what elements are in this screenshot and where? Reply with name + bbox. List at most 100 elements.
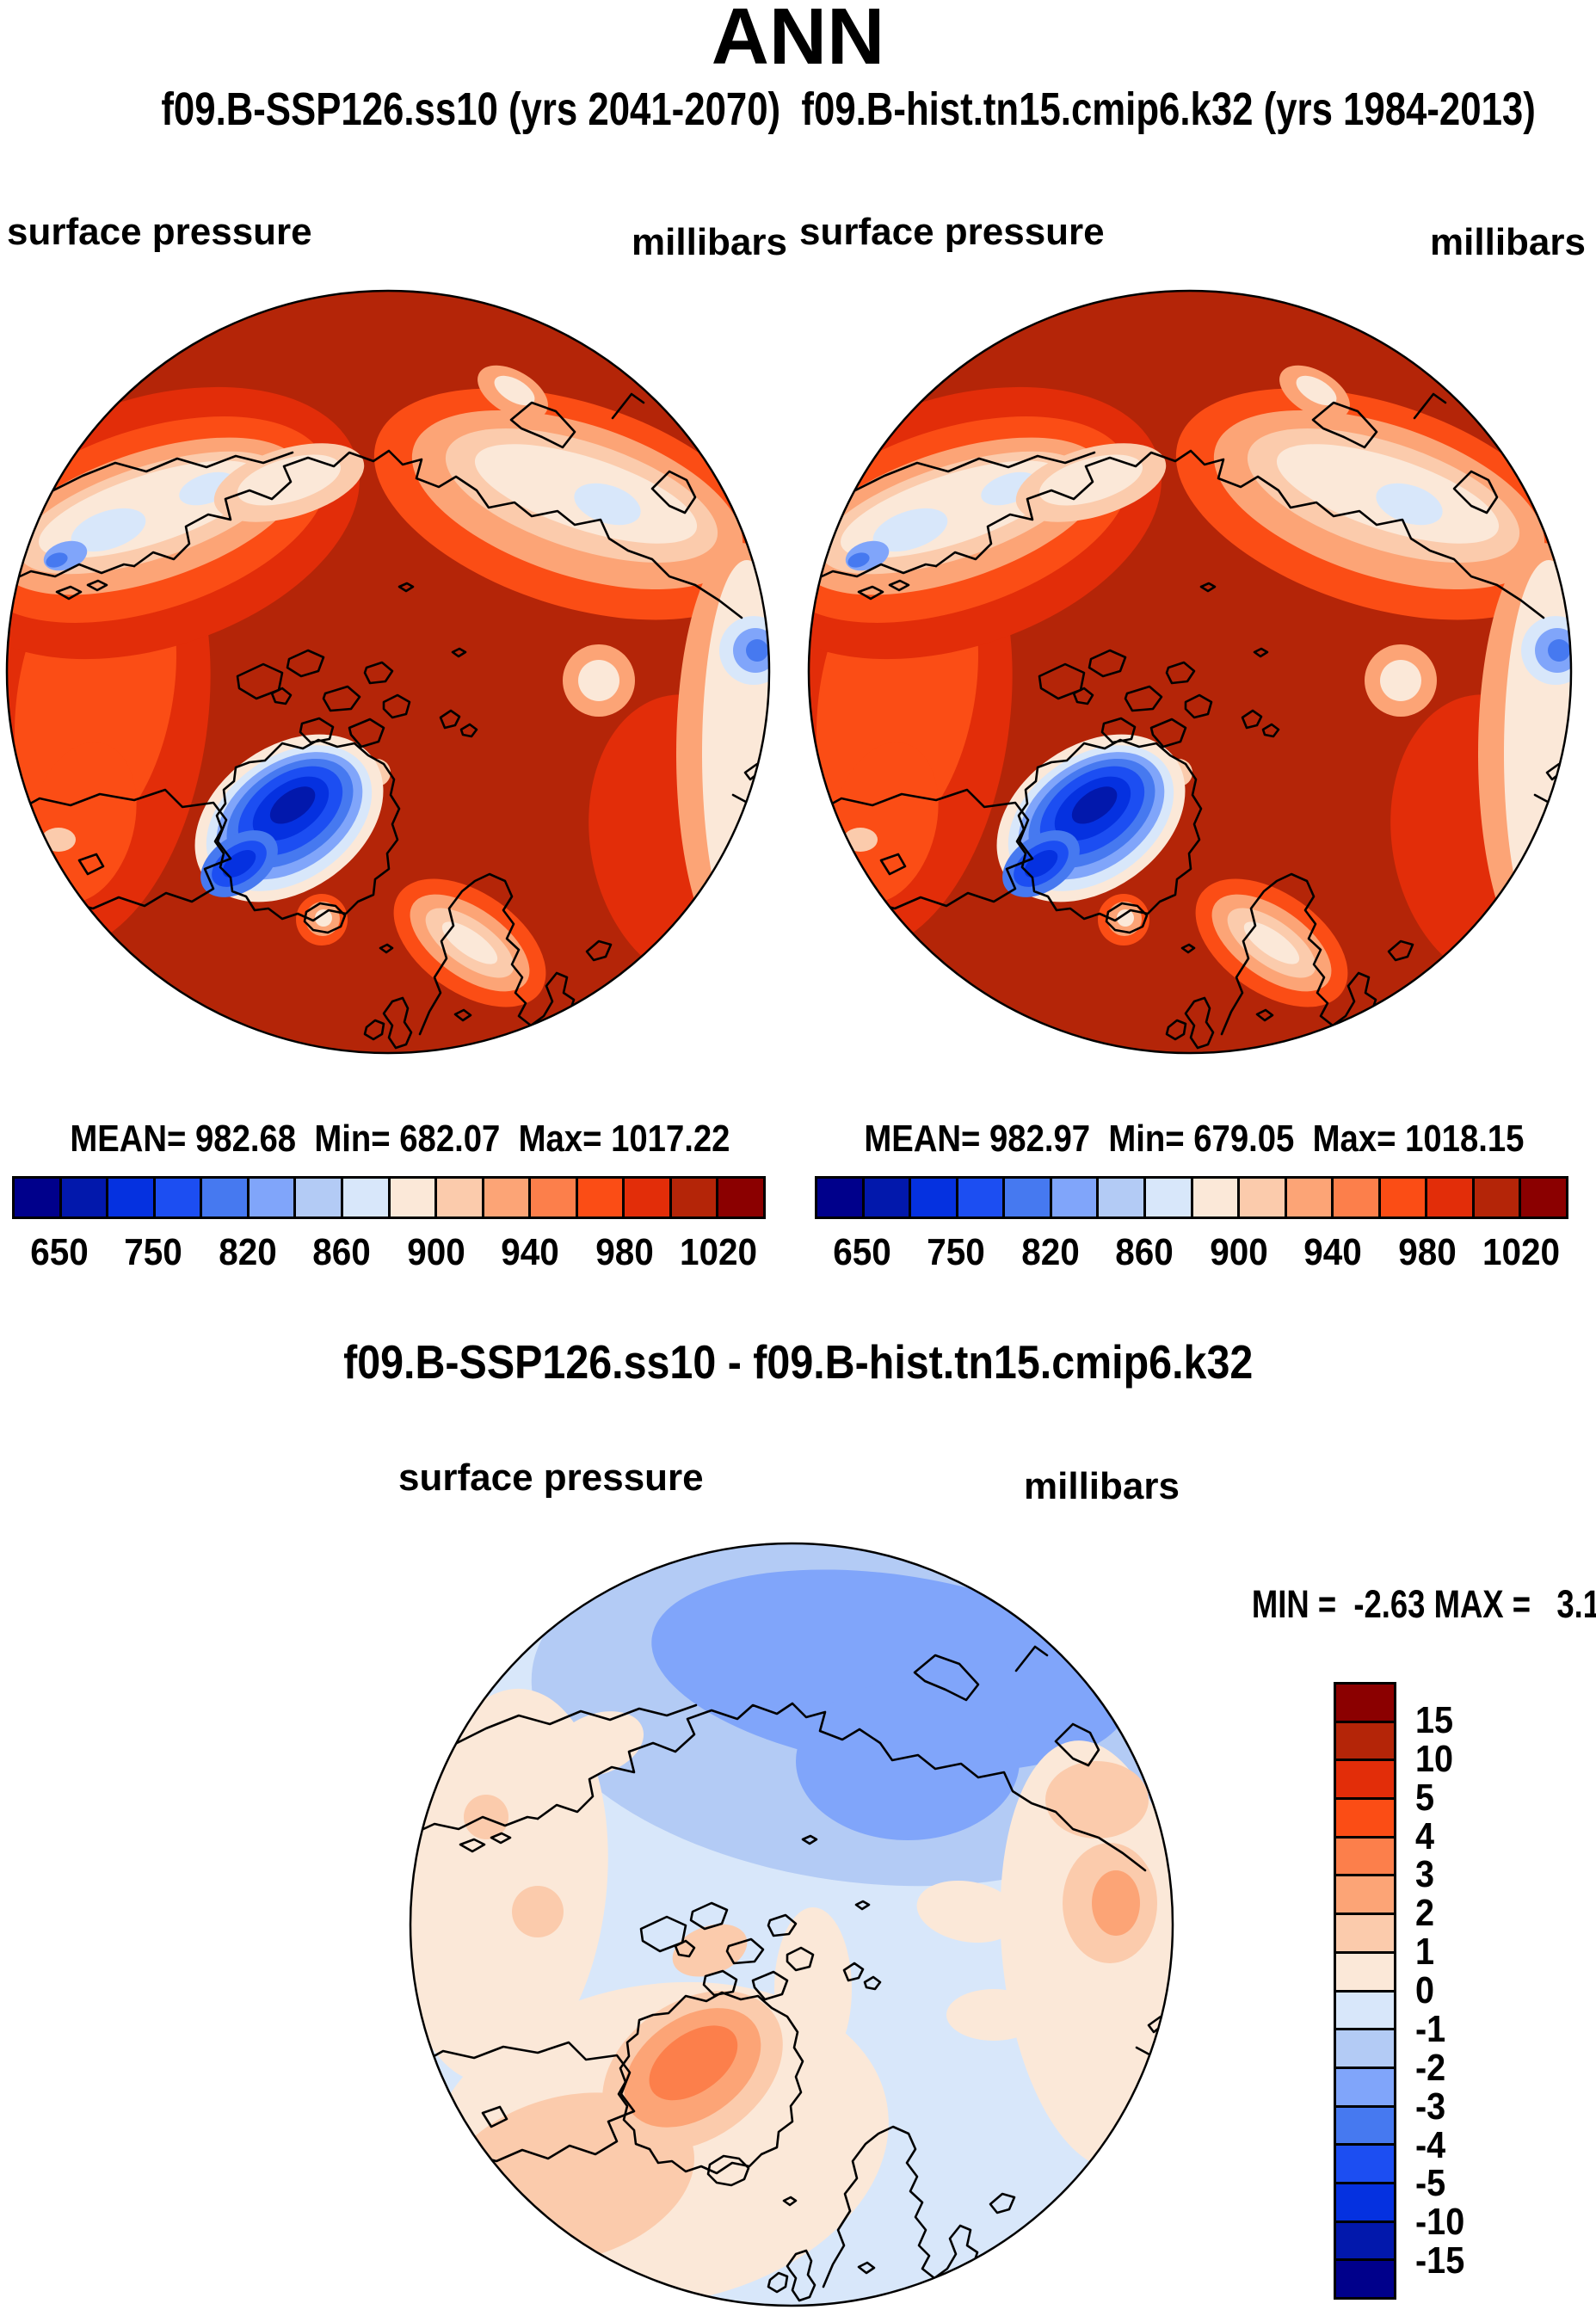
colorbar-tick-label: 940 — [1303, 1231, 1363, 1273]
colorbar-diff-tick-label: -3 — [1415, 2085, 1446, 2128]
colorbar-cell — [1049, 1176, 1100, 1219]
colorbar-cell — [1334, 1835, 1396, 1877]
colorbar-left-cells — [12, 1176, 766, 1219]
colorbar-cell — [200, 1176, 250, 1219]
colorbar-diff-tick-label: -1 — [1415, 2007, 1446, 2050]
colorbar-diff-tick-label: 1 — [1415, 1931, 1435, 1974]
diff-title-text: f09.B-SSP126.ss10 - f09.B-hist.tn15.cmip… — [342, 1335, 1254, 1389]
colorbar-cell — [152, 1176, 203, 1219]
colorbar-diff-tick-label: -5 — [1415, 2162, 1446, 2205]
colorbar-cell — [1002, 1176, 1052, 1219]
colorbar-tick-label: 1020 — [680, 1231, 758, 1273]
units-label-left: millibars — [632, 221, 787, 263]
colorbar-cell — [909, 1176, 958, 1219]
colorbar-diff-tick-label: 4 — [1415, 1814, 1435, 1857]
stats-right-text: MEAN= 982.97 Min= 679.05 Max= 1018.15 — [864, 1118, 1525, 1160]
colorbar-cell — [669, 1176, 719, 1219]
colorbar-cell — [1334, 2028, 1396, 2069]
colorbar-cell — [1377, 1176, 1428, 1219]
colorbar-diff-tick-label: 5 — [1415, 1776, 1435, 1819]
colorbar-cell — [1425, 1176, 1475, 1219]
colorbar-right-labels: 650 750 820 860 900 940 980 1020 — [815, 1231, 1568, 1274]
colorbar-cell — [1334, 2258, 1396, 2300]
colorbar-tick-label: 750 — [124, 1231, 183, 1273]
stats-left-text: MEAN= 982.68 Min= 682.07 Max= 1017.22 — [70, 1118, 730, 1160]
colorbar-diff-tick-label: 10 — [1415, 1737, 1454, 1780]
units-label-right: millibars — [1430, 221, 1586, 263]
variable-label-left: surface pressure — [7, 211, 312, 253]
stats-left: MEAN= 982.68 Min= 682.07 Max= 1017.22 — [17, 1120, 783, 1158]
colorbar-cell — [481, 1176, 532, 1219]
colorbar-cell — [59, 1176, 109, 1219]
colorbar-cell — [955, 1176, 1006, 1219]
colorbar-cell — [861, 1176, 912, 1219]
colorbar-tick-label: 820 — [218, 1231, 277, 1273]
colorbar-tick-label: 860 — [312, 1231, 372, 1273]
colorbar-cell — [1096, 1176, 1146, 1219]
colorbar-cell — [1334, 1797, 1396, 1839]
colorbar-cell — [1334, 1989, 1396, 2031]
variable-label-diff: surface pressure — [398, 1457, 704, 1499]
colorbar-tick-label: 980 — [595, 1231, 654, 1273]
pressure-map-left — [5, 289, 771, 1055]
page-title-text: ANN — [711, 0, 885, 81]
colorbar-tick-label: 650 — [832, 1231, 891, 1273]
colorbar-tick-label: 860 — [1115, 1231, 1174, 1273]
units-label-diff: millibars — [1024, 1465, 1180, 1507]
colorbar-tick-label: 980 — [1397, 1231, 1457, 1273]
colorbar-cell — [528, 1176, 578, 1219]
colorbar-cell — [387, 1176, 438, 1219]
colorbar-cell — [1334, 1682, 1396, 1723]
colorbar-cell — [716, 1176, 766, 1219]
colorbar-diff: 15 10 5 4 3 2 1 0 -1 -2 -3 -4 -5 -10 -15 — [1334, 1682, 1464, 2300]
colorbar-cell — [815, 1176, 865, 1219]
run-title: f09.B-SSP126.ss10 (yrs 2041-2070) f09.B-… — [0, 86, 1596, 132]
colorbar-cell — [1284, 1176, 1334, 1219]
colorbar-right-cells — [815, 1176, 1568, 1219]
colorbar-cell — [1334, 2220, 1396, 2262]
stats-right: MEAN= 982.97 Min= 679.05 Max= 1018.15 — [815, 1120, 1568, 1158]
colorbar-cell — [1237, 1176, 1287, 1219]
colorbar-diff-tick-label: 2 — [1415, 1892, 1435, 1935]
variable-label-right: surface pressure — [799, 211, 1105, 253]
colorbar-diff-tick-label: 0 — [1415, 1969, 1435, 2011]
colorbar-cell — [1190, 1176, 1241, 1219]
colorbar-cell — [1519, 1176, 1568, 1219]
minmax-text: MIN = -2.63 MAX = 3.17 — [1251, 1582, 1596, 1626]
colorbar-cell — [434, 1176, 484, 1219]
pressure-map-right — [807, 289, 1573, 1055]
colorbar-cell — [1143, 1176, 1193, 1219]
colorbar-diff-tick-label: 15 — [1415, 1698, 1454, 1741]
colorbar-left: 650 750 820 860 900 940 980 1020 — [12, 1176, 766, 1273]
colorbar-left-labels: 650 750 820 860 900 940 980 1020 — [12, 1231, 766, 1274]
colorbar-right: 650 750 820 860 900 940 980 1020 — [815, 1176, 1568, 1273]
colorbar-diff-tick-label: -2 — [1415, 2046, 1446, 2089]
colorbar-cell — [1334, 2066, 1396, 2108]
page-title: ANN — [0, 0, 1596, 77]
colorbar-tick-label: 900 — [1209, 1231, 1268, 1273]
colorbar-cell — [246, 1176, 297, 1219]
colorbar-diff-tick-label: -15 — [1415, 2239, 1465, 2282]
pressure-diff-map — [409, 1542, 1174, 2307]
colorbar-cell — [1334, 1720, 1396, 1762]
colorbar-cell — [340, 1176, 391, 1219]
colorbar-diff-cells — [1334, 1682, 1396, 2300]
colorbar-cell — [1331, 1176, 1381, 1219]
colorbar-cell — [1334, 2181, 1396, 2223]
colorbar-tick-label: 820 — [1020, 1231, 1080, 1273]
colorbar-diff-tick-label: -4 — [1415, 2123, 1446, 2166]
colorbar-tick-label: 1020 — [1482, 1231, 1561, 1273]
colorbar-cell — [1334, 1759, 1396, 1801]
colorbar-diff-tick-label: 3 — [1415, 1853, 1435, 1896]
colorbar-tick-label: 750 — [927, 1231, 986, 1273]
minmax-label: MIN = -2.63 MAX = 3.17 — [1209, 1585, 1596, 1623]
colorbar-tick-label: 650 — [29, 1231, 89, 1273]
colorbar-cell — [622, 1176, 672, 1219]
colorbar-cell — [1334, 1913, 1396, 1954]
colorbar-cell — [1334, 2143, 1396, 2184]
colorbar-cell — [12, 1176, 62, 1219]
colorbar-cell — [1334, 1950, 1396, 1993]
colorbar-cell — [1334, 2104, 1396, 2147]
colorbar-cell — [1471, 1176, 1522, 1219]
